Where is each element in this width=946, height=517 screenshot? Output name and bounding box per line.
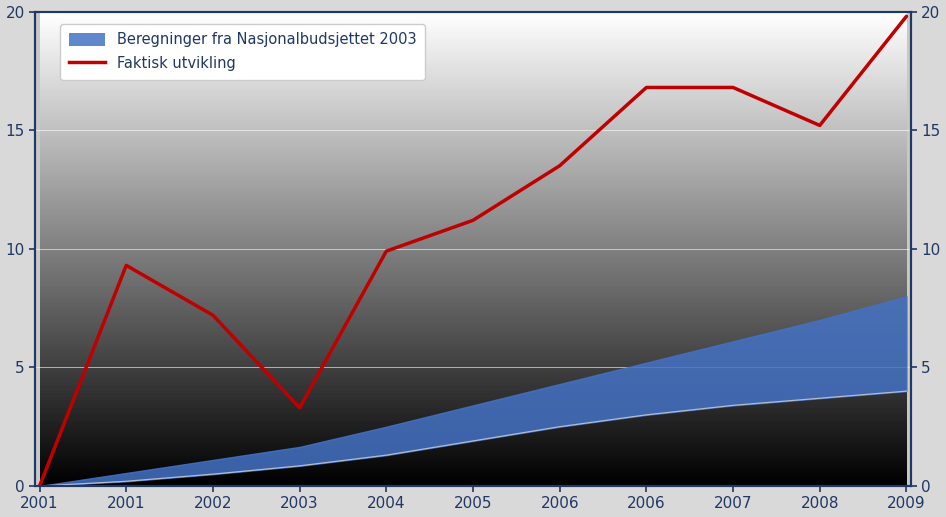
Legend: Beregninger fra Nasjonalbudsjettet 2003, Faktisk utvikling: Beregninger fra Nasjonalbudsjettet 2003,… xyxy=(60,24,426,80)
